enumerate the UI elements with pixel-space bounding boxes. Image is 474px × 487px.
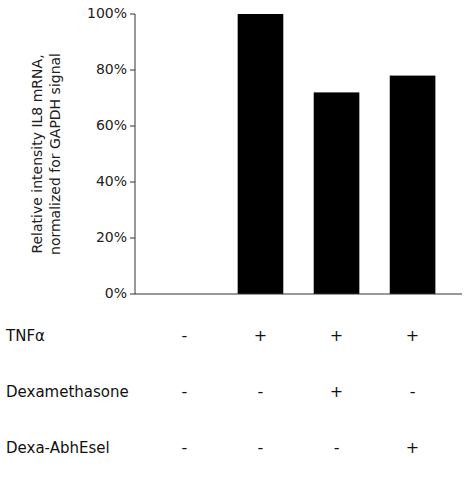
- bars: [238, 14, 436, 294]
- y-tick-label: 20%: [96, 229, 127, 245]
- y-tick-label: 60%: [96, 117, 127, 133]
- y-tick-label: 100%: [87, 5, 127, 21]
- y-tick-label: 0%: [105, 285, 127, 301]
- y-tick-label: 80%: [96, 61, 127, 77]
- y-tick: [130, 14, 135, 15]
- table-cell: -: [182, 382, 188, 401]
- table-cell: +: [254, 326, 267, 345]
- y-tick: [130, 126, 135, 127]
- bar: [238, 14, 284, 294]
- row-label: Dexamethasone: [6, 383, 129, 401]
- table-cell: -: [258, 438, 264, 457]
- bar: [390, 76, 436, 294]
- table-cell: -: [182, 438, 188, 457]
- row-label: TNFα: [5, 327, 45, 345]
- y-tick: [130, 70, 135, 71]
- y-tick-label: 40%: [96, 173, 127, 189]
- y-tick: [130, 182, 135, 183]
- x-axis-line: [135, 294, 462, 295]
- y-tick: [130, 238, 135, 239]
- y-axis-line: [135, 14, 136, 294]
- y-tick: [130, 294, 135, 295]
- table-cell: +: [330, 382, 343, 401]
- table-cell: -: [258, 382, 264, 401]
- chart: 0% 20% 40% 60% 80% 100% Relative intensity IL8…: [0, 0, 474, 487]
- table-cell: -: [182, 326, 188, 345]
- table-cell: +: [406, 438, 419, 457]
- row-label: Dexa-AbhEsel: [6, 439, 110, 457]
- table-cell: -: [410, 382, 416, 401]
- y-axis-label: normalized for GAPDH signal: [47, 53, 63, 255]
- table-cell: -: [334, 438, 340, 457]
- y-axis-label: Relative intensity IL8 mRNA,: [29, 54, 45, 253]
- bar: [314, 92, 360, 294]
- table-cell: +: [406, 326, 419, 345]
- table-cell: +: [330, 326, 343, 345]
